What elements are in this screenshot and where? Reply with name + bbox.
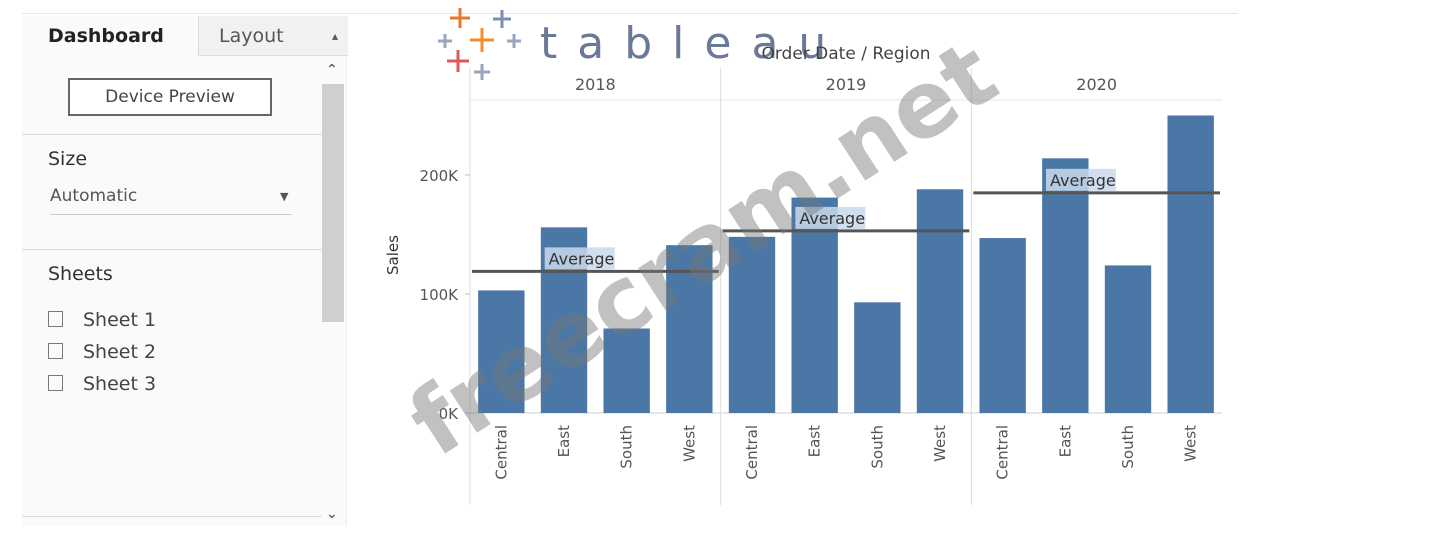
y-axis-title: Sales (384, 235, 402, 275)
section-header: Sheets (48, 263, 113, 285)
separator (22, 516, 322, 517)
x-tick-label: East (1056, 425, 1074, 457)
x-tick-label: East (806, 425, 824, 457)
sheet-item[interactable]: Sheet 1 (48, 309, 156, 331)
sheet-item[interactable]: Sheet 2 (48, 341, 156, 363)
sheet-icon (48, 311, 63, 327)
reference-label: Average (1050, 171, 1116, 190)
x-tick-label: Central (492, 425, 510, 480)
reference-label: Average (799, 209, 865, 228)
sheet-label: Sheet 1 (83, 309, 157, 331)
bar (854, 302, 901, 413)
tab-arrows: ▴︎ (331, 29, 338, 43)
chart-title: Order Date / Region (761, 44, 930, 64)
tab[interactable]: Layout ▴︎ (198, 16, 348, 56)
tab-label: Layout (219, 25, 284, 47)
reference-label-bg (795, 206, 866, 229)
logo-mark (438, 8, 521, 80)
dropdown[interactable]: Automatic (50, 186, 138, 206)
x-tick-label: South (1119, 425, 1137, 469)
reference-label: Average (549, 249, 615, 268)
y-tick-label: 0K (439, 405, 460, 423)
bar (666, 245, 713, 413)
sheet-icon (48, 375, 63, 391)
sidebar: Dashboard Layout ▴︎ Device Preview Size A… (22, 16, 348, 526)
sheet-item[interactable]: Sheet 3 (48, 373, 156, 395)
bar (478, 290, 525, 413)
y-tick-label: 100K (420, 286, 460, 304)
dropdown-line (50, 214, 292, 215)
x-tick-label: East (555, 425, 573, 457)
y-tick-label: 200K (420, 167, 460, 185)
reference-label-bg (544, 247, 615, 270)
x-tick-label: West (680, 425, 698, 462)
bar (979, 238, 1026, 413)
section-header: Size (48, 148, 88, 170)
column-header: 2020 (1076, 75, 1117, 94)
separator (22, 249, 322, 250)
tab[interactable]: Dashboard (48, 25, 164, 47)
x-tick-label: Central (994, 425, 1012, 480)
logo: tableau (540, 18, 846, 69)
bar (728, 236, 776, 413)
scroll-down[interactable]: ⌄ (326, 506, 338, 522)
sheet-icon (48, 343, 63, 359)
separator (22, 134, 322, 135)
column-header: 2018 (575, 75, 616, 94)
sheet-label: Sheet 3 (83, 373, 157, 395)
button[interactable]: Device Preview (68, 78, 272, 116)
bar (791, 197, 838, 413)
x-tick-label: West (1182, 425, 1200, 462)
bar (916, 189, 964, 413)
x-tick-label: West (931, 425, 949, 462)
x-tick-label: Central (743, 425, 761, 480)
dropdown-arrow[interactable]: ▼ (280, 190, 289, 203)
reference-label-bg (1046, 168, 1116, 191)
column-header: 2019 (826, 75, 867, 94)
scroll-up[interactable]: ⌃ (326, 62, 338, 78)
bar (1167, 115, 1214, 413)
x-tick-label: South (618, 425, 636, 469)
bar (1042, 158, 1089, 413)
bar (1104, 265, 1152, 413)
bar (603, 328, 650, 413)
sheet-label: Sheet 2 (83, 341, 157, 363)
divider (22, 13, 1238, 14)
x-tick-label: South (868, 425, 886, 469)
scrollbar[interactable] (322, 84, 344, 322)
